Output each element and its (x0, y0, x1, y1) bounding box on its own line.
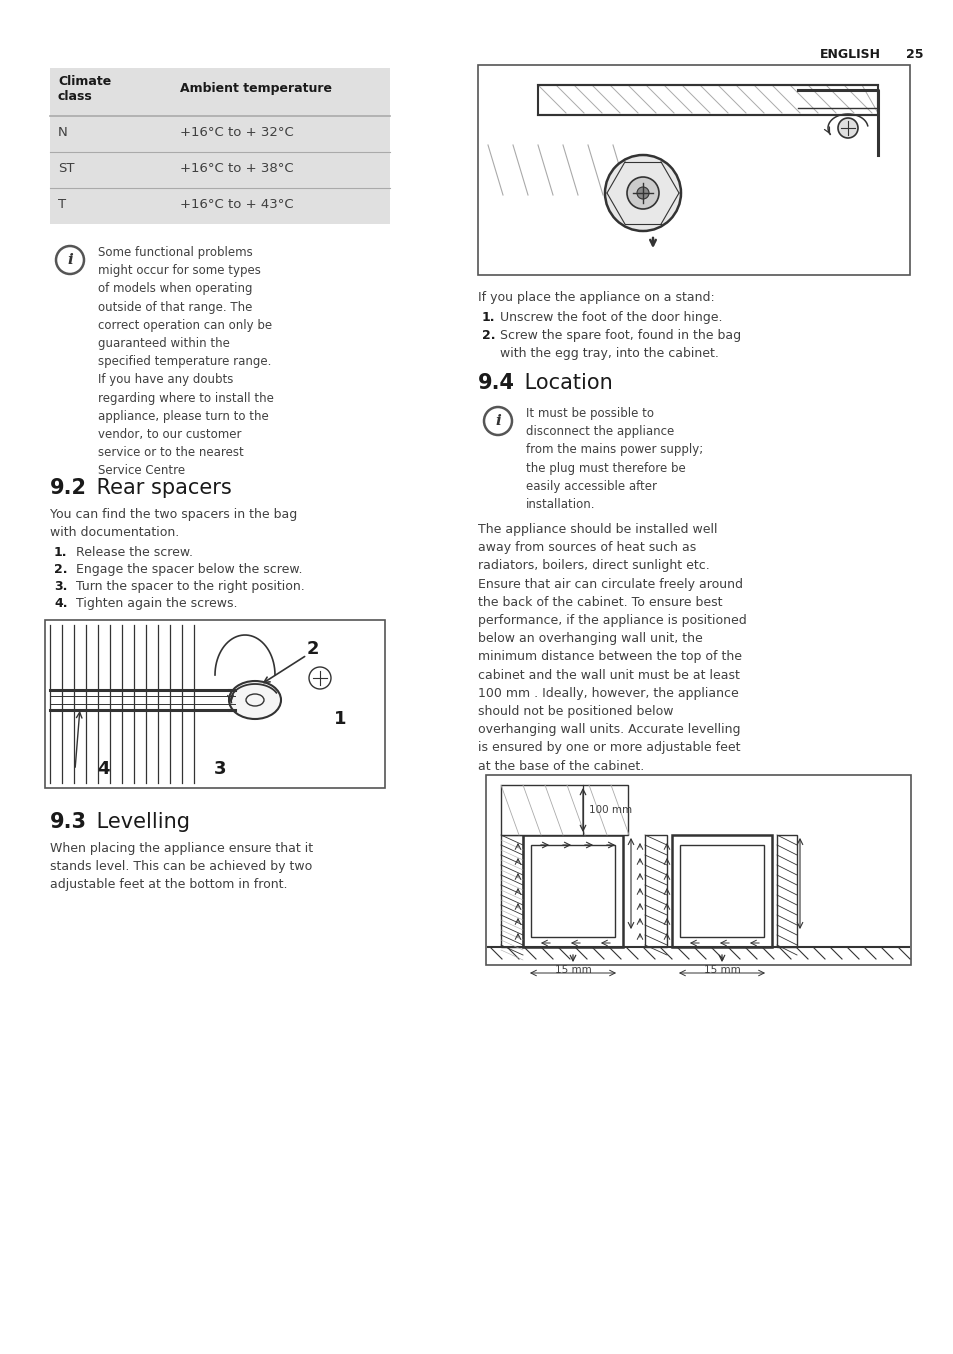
Text: ST: ST (58, 162, 74, 175)
Text: ENGLISH: ENGLISH (820, 47, 880, 61)
Text: Turn the spacer to the right position.: Turn the spacer to the right position. (76, 580, 304, 593)
Circle shape (837, 118, 857, 138)
Text: Location: Location (517, 372, 612, 393)
Text: 1.: 1. (481, 311, 495, 324)
Text: i: i (495, 414, 500, 428)
Bar (477, 65, 909, 275)
Text: Unscrew the foot of the door hinge.: Unscrew the foot of the door hinge. (499, 311, 721, 324)
Bar (644, 835, 666, 946)
Text: Release the screw.: Release the screw. (76, 546, 193, 559)
Bar (500, 785, 627, 835)
Circle shape (604, 154, 680, 232)
Text: 9.3: 9.3 (50, 812, 87, 831)
Text: +16°C to + 43°C: +16°C to + 43°C (180, 198, 294, 211)
Bar (45, 620, 385, 788)
Bar (531, 845, 615, 937)
Bar (500, 835, 522, 946)
Circle shape (637, 187, 648, 199)
Text: 15 mm: 15 mm (703, 965, 740, 975)
Text: Ambient temperature: Ambient temperature (180, 83, 332, 95)
Text: 1: 1 (334, 709, 346, 728)
Text: 100 mm: 100 mm (588, 806, 632, 815)
Text: Tighten again the screws.: Tighten again the screws. (76, 597, 237, 611)
Circle shape (626, 177, 659, 209)
Text: 3: 3 (213, 760, 226, 779)
Text: 25: 25 (905, 47, 923, 61)
Text: T: T (58, 198, 66, 211)
Bar (671, 835, 771, 946)
Text: 4.: 4. (54, 597, 68, 611)
Text: 4: 4 (96, 760, 110, 779)
Text: Levelling: Levelling (90, 812, 190, 831)
Text: i: i (67, 253, 72, 267)
Bar (537, 85, 877, 115)
Text: Some functional problems
might occur for some types
of models when operating
out: Some functional problems might occur for… (98, 246, 274, 478)
Text: Climate
class: Climate class (58, 74, 112, 103)
Text: The appliance should be installed well
away from sources of heat such as
radiato: The appliance should be installed well a… (477, 523, 746, 773)
Text: N: N (58, 126, 68, 139)
Bar (485, 774, 910, 965)
Text: 9.4: 9.4 (477, 372, 515, 393)
Text: If you place the appliance on a stand:: If you place the appliance on a stand: (477, 291, 714, 305)
Text: 3.: 3. (54, 580, 68, 593)
Bar (776, 835, 796, 946)
Text: You can find the two spacers in the bag
with documentation.: You can find the two spacers in the bag … (50, 508, 297, 539)
Text: It must be possible to
disconnect the appliance
from the mains power supply;
the: It must be possible to disconnect the ap… (525, 408, 702, 510)
Text: When placing the appliance ensure that it
stands level. This can be achieved by : When placing the appliance ensure that i… (50, 842, 313, 891)
Text: Screw the spare foot, found in the bag
with the egg tray, into the cabinet.: Screw the spare foot, found in the bag w… (499, 329, 740, 360)
Text: Rear spacers: Rear spacers (90, 478, 232, 498)
Text: 2: 2 (307, 640, 319, 658)
Text: 2.: 2. (481, 329, 495, 343)
Text: +16°C to + 32°C: +16°C to + 32°C (180, 126, 294, 139)
Text: Engage the spacer below the screw.: Engage the spacer below the screw. (76, 563, 302, 575)
Text: 2.: 2. (54, 563, 68, 575)
Ellipse shape (229, 681, 281, 719)
Text: 9.2: 9.2 (50, 478, 87, 498)
Bar (679, 845, 763, 937)
Text: 1.: 1. (54, 546, 68, 559)
Bar (50, 68, 390, 223)
Text: +16°C to + 38°C: +16°C to + 38°C (180, 162, 294, 175)
Text: 15 mm: 15 mm (554, 965, 591, 975)
Bar (522, 835, 622, 946)
